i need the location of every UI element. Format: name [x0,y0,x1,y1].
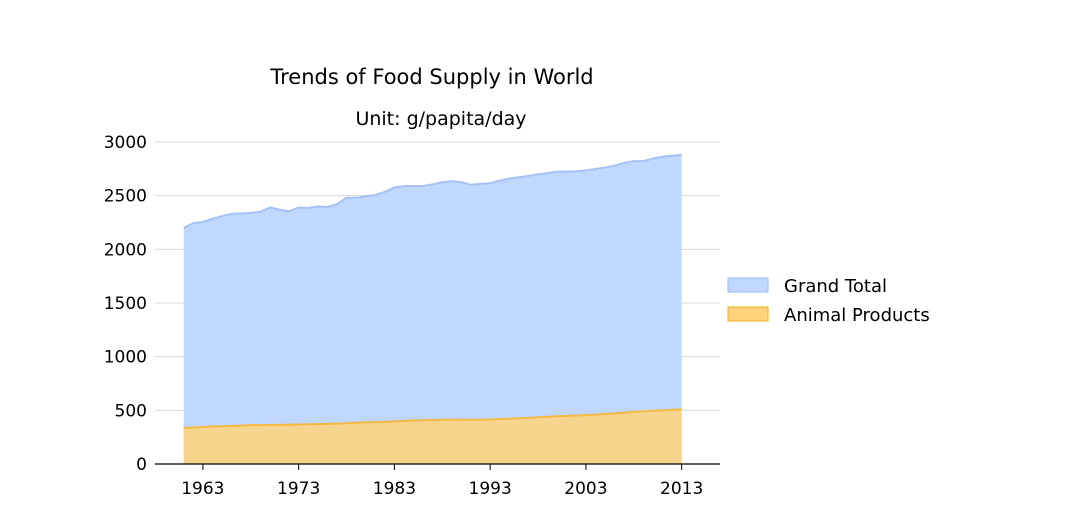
plot-area [183,153,682,464]
chart-subtitle: Unit: g/papita/day [355,108,526,130]
x-tick-label: 2003 [564,479,607,499]
x-tick-label: 1983 [373,479,416,499]
y-tick-label: 2000 [104,240,147,260]
y-tick-label: 3000 [104,133,147,153]
x-tick-label: 1993 [469,479,512,499]
y-tick-label: 1500 [104,294,147,314]
area-animal-products [183,409,682,464]
x-tick-label: 2013 [660,479,703,499]
axes: 0 500 1000 1500 2000 2500 3000 1963 1973 1983 1993… [104,133,720,499]
x-tick-label: 1963 [181,479,224,499]
line-grand-total [183,153,682,229]
chart-title: Trends of Food Supply in World [269,65,593,89]
legend-label: Animal Products [784,305,930,326]
legend: Grand Total Animal Products [727,276,930,326]
legend-label: Grand Total [784,276,887,297]
area-grand-total [183,154,682,464]
y-tick-label: 2500 [104,187,147,207]
y-tick-label: 500 [115,401,147,421]
y-tick-label: 1000 [104,348,147,368]
legend-swatch [727,277,769,293]
line-animal-products [183,408,682,430]
x-tick-label: 1973 [277,479,320,499]
legend-swatch [727,306,769,322]
y-tick-label: 0 [136,455,147,475]
